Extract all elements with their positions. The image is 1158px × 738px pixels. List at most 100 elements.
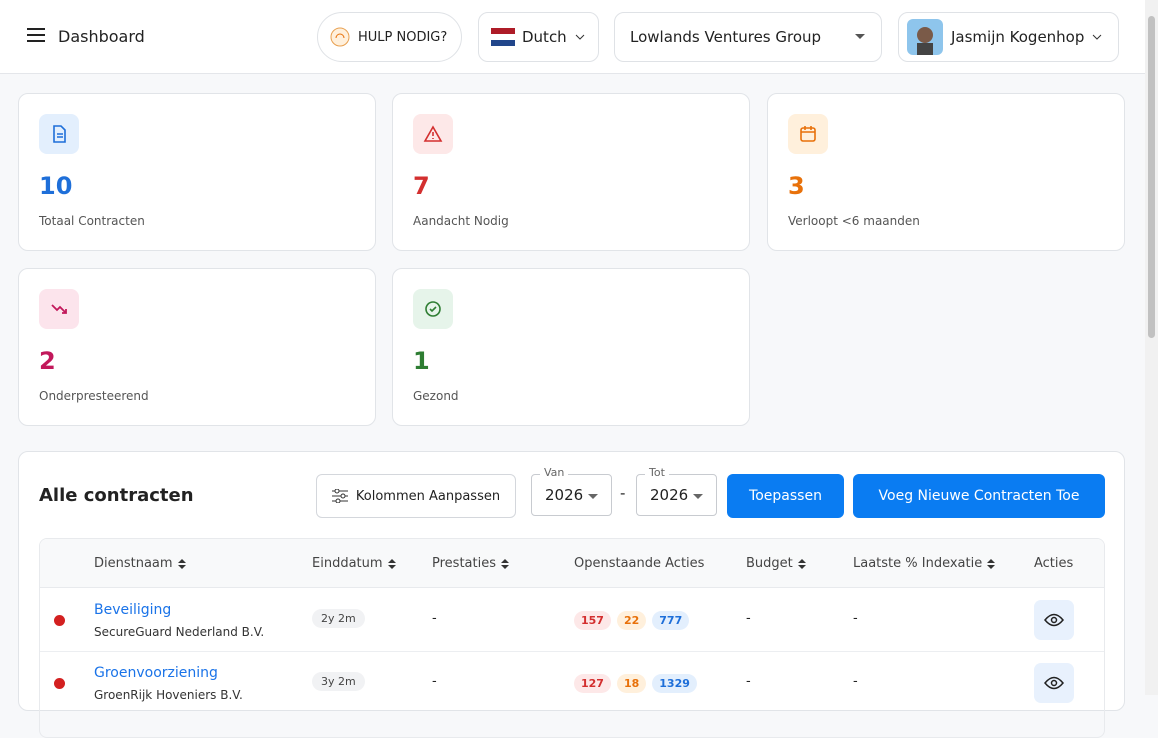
indexation: - xyxy=(853,674,858,689)
column-header[interactable]: Budget xyxy=(746,556,806,571)
eye-icon xyxy=(1044,676,1064,690)
user-menu[interactable]: Jasmijn Kogenhop xyxy=(898,12,1119,62)
add-button[interactable]: Voeg Nieuwe Contracten Toe xyxy=(853,474,1105,518)
from-label: Van xyxy=(540,466,569,479)
language-text: Dutch xyxy=(522,28,567,46)
end-badge: 3y 2m xyxy=(312,672,365,691)
open-actions: 127 18 1329 xyxy=(574,672,703,693)
column-title: Acties xyxy=(1034,556,1074,571)
section-title: Alle contracten xyxy=(39,485,194,506)
avatar xyxy=(907,19,943,55)
column-title: Einddatum xyxy=(312,556,383,571)
budget: - xyxy=(746,674,751,689)
icon xyxy=(425,301,441,317)
caret xyxy=(693,494,703,499)
column-title: Budget xyxy=(746,556,793,571)
stat-value: 1 xyxy=(413,347,430,375)
column-title: Prestaties xyxy=(432,556,496,571)
stat-icon xyxy=(413,114,453,154)
company-select[interactable]: Lowlands Ventures Group xyxy=(614,12,882,62)
end-badge: 2y 2m xyxy=(312,609,365,628)
sort-icon xyxy=(797,558,806,569)
columns-button[interactable]: Kolommen Aanpassen xyxy=(316,474,516,518)
action-pill: 777 xyxy=(652,611,690,630)
action-pill: 1329 xyxy=(652,674,697,693)
stat-card[interactable]: 3 Verloopt <6 maanden xyxy=(767,93,1125,251)
chevron xyxy=(1093,34,1102,40)
performance: - xyxy=(432,674,437,689)
sort-icon xyxy=(500,558,509,569)
row-divider xyxy=(40,651,1104,652)
view-button[interactable] xyxy=(1034,600,1074,640)
column-header[interactable]: Prestaties xyxy=(432,556,509,571)
columns-text: Kolommen Aanpassen xyxy=(355,488,501,504)
stat-card[interactable]: 10 Totaal Contracten xyxy=(18,93,376,251)
apply-button[interactable]: Toepassen xyxy=(727,474,844,518)
scrollbar xyxy=(1145,0,1158,695)
to-value: 2026 xyxy=(650,486,689,504)
column-header[interactable]: Openstaande Acties xyxy=(574,556,704,571)
action-pill: 157 xyxy=(574,611,611,630)
stat-card[interactable]: 1 Gezond xyxy=(392,268,750,426)
stat-icon xyxy=(39,114,79,154)
language-select[interactable]: Dutch xyxy=(478,12,599,62)
stat-label: Verloopt <6 maanden xyxy=(788,214,920,228)
service-name[interactable]: Beveiliging xyxy=(94,602,172,618)
to-label: Tot xyxy=(645,466,669,479)
stat-icon xyxy=(39,289,79,329)
column-title: Dienstnaam xyxy=(94,556,173,571)
table-header xyxy=(40,539,1104,588)
column-header[interactable]: Dienstnaam xyxy=(94,556,186,571)
menu-icon[interactable] xyxy=(27,28,45,42)
flag xyxy=(491,28,515,46)
stat-label: Gezond xyxy=(413,389,459,403)
table: Dienstnaam Einddatum Prestaties Openstaande… xyxy=(39,538,1105,738)
column-title: Laatste % Indexatie xyxy=(853,556,983,571)
budget: - xyxy=(746,611,751,626)
supplier-name: GroenRijk Hoveniers B.V. xyxy=(94,688,243,702)
to-select[interactable]: Tot 2026 xyxy=(636,466,717,516)
service-name[interactable]: Groenvoorziening xyxy=(94,665,218,681)
action-pill: 18 xyxy=(616,674,647,693)
scroll-thumb[interactable] xyxy=(1148,16,1155,338)
performance: - xyxy=(432,611,437,626)
stat-icon xyxy=(413,289,453,329)
header: Dashboard HULP NODIG? Dutch Lowlands Ven… xyxy=(0,0,1145,74)
user-name: Jasmijn Kogenhop xyxy=(951,28,1085,46)
sliders-icon xyxy=(331,489,348,503)
range-separator: - xyxy=(620,484,626,502)
status-dot xyxy=(54,615,65,626)
open-actions: 157 22 777 xyxy=(574,609,695,630)
sort-icon xyxy=(987,558,996,569)
caret xyxy=(855,34,865,39)
column-header[interactable]: Einddatum xyxy=(312,556,396,571)
stat-value: 3 xyxy=(788,172,805,200)
supplier-name: SecureGuard Nederland B.V. xyxy=(94,625,265,639)
help-button[interactable]: HULP NODIG? xyxy=(317,12,462,62)
stat-value: 2 xyxy=(39,347,56,375)
stat-icon xyxy=(788,114,828,154)
from-select[interactable]: Van 2026 xyxy=(531,466,612,516)
action-pill: 22 xyxy=(616,611,647,630)
help-icon xyxy=(330,27,350,47)
column-header[interactable]: Laatste % Indexatie xyxy=(853,556,996,571)
company-text: Lowlands Ventures Group xyxy=(630,28,822,46)
stat-label: Totaal Contracten xyxy=(39,214,145,228)
from-value: 2026 xyxy=(545,486,584,504)
icon xyxy=(800,126,816,142)
stat-label: Aandacht Nodig xyxy=(413,214,509,228)
status-dot xyxy=(54,678,65,689)
stat-value: 10 xyxy=(39,172,73,200)
indexation: - xyxy=(853,611,858,626)
stat-card[interactable]: 7 Aandacht Nodig xyxy=(392,93,750,251)
view-button[interactable] xyxy=(1034,663,1074,703)
column-title: Openstaande Acties xyxy=(574,556,705,571)
page-title: Dashboard xyxy=(58,27,145,46)
contracts-card: Alle contracten Kolommen Aanpassen Van 2… xyxy=(18,451,1125,738)
stat-card[interactable]: 2 Onderpresteerend xyxy=(18,268,376,426)
caret xyxy=(588,494,598,499)
icon xyxy=(423,125,443,142)
action-pill: 127 xyxy=(574,674,611,693)
stat-value: 7 xyxy=(413,172,430,200)
